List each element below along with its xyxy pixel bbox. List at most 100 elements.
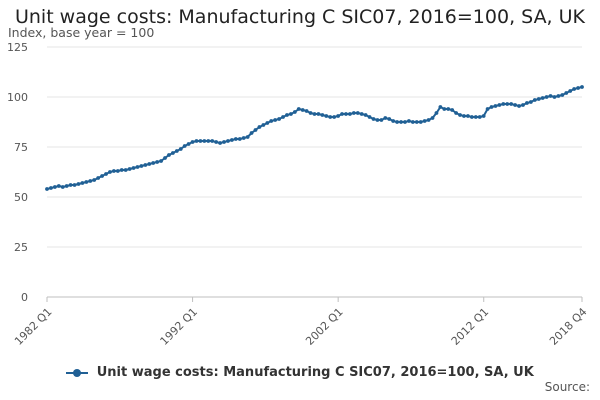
data-point xyxy=(88,179,93,183)
data-point xyxy=(505,102,510,106)
y-tick-label-50: 50 xyxy=(14,191,28,204)
data-point xyxy=(135,165,140,169)
legend: Unit wage costs: Manufacturing C SIC07, … xyxy=(0,365,600,380)
legend-dot xyxy=(73,368,82,377)
legend-swatch xyxy=(66,368,89,378)
data-point xyxy=(466,114,470,118)
grid-lines xyxy=(47,46,582,298)
data-point xyxy=(560,93,565,97)
data-point xyxy=(367,115,372,119)
data-point xyxy=(229,138,234,142)
data-point xyxy=(245,135,250,139)
data-point xyxy=(383,116,388,120)
data-point xyxy=(407,119,411,123)
data-point xyxy=(182,144,187,148)
data-point xyxy=(72,183,77,187)
data-point xyxy=(525,101,529,105)
data-point xyxy=(296,107,301,111)
data-point xyxy=(497,103,502,107)
data-point xyxy=(438,105,443,109)
data-point xyxy=(285,113,289,117)
data-point xyxy=(532,98,537,102)
data-point xyxy=(194,139,199,143)
data-point xyxy=(190,140,195,144)
data-point xyxy=(155,160,160,164)
data-point xyxy=(304,109,309,113)
data-point xyxy=(115,169,120,173)
x-tick-label-1982-Q1: 1982 Q1 xyxy=(12,305,55,348)
data-point xyxy=(257,125,262,129)
data-point xyxy=(104,172,108,176)
data-point xyxy=(300,108,305,112)
data-point xyxy=(92,178,97,182)
data-point xyxy=(68,183,73,187)
data-point xyxy=(222,140,226,144)
data-point xyxy=(241,136,246,140)
data-point xyxy=(572,87,577,91)
data-point xyxy=(430,116,435,120)
data-point xyxy=(147,162,152,166)
data-point xyxy=(442,107,447,111)
data-point xyxy=(159,159,163,163)
data-point xyxy=(111,169,116,173)
data-point xyxy=(348,112,352,116)
data-point xyxy=(469,115,474,119)
data-point xyxy=(517,104,521,108)
data-point xyxy=(568,89,573,93)
chart-subtitle: Index, base year = 100 xyxy=(8,25,155,40)
data-point xyxy=(328,115,333,119)
data-point xyxy=(56,184,61,188)
data-point xyxy=(399,120,403,124)
data-point xyxy=(580,85,584,89)
data-point xyxy=(123,168,128,172)
data-point xyxy=(576,86,580,90)
data-point xyxy=(84,180,89,184)
data-point xyxy=(536,97,541,101)
x-tick-label-2018-Q4: 2018 Q4 xyxy=(547,305,590,348)
data-point xyxy=(139,164,144,168)
data-point xyxy=(418,120,423,124)
x-tick-label-1992-Q1: 1992 Q1 xyxy=(158,305,201,348)
data-point xyxy=(143,163,148,167)
data-point xyxy=(60,185,65,189)
series xyxy=(45,85,584,191)
data-point xyxy=(198,139,203,143)
data-point xyxy=(253,128,258,132)
data-point xyxy=(363,113,368,117)
data-point xyxy=(45,187,49,191)
data-point xyxy=(410,120,415,124)
data-point xyxy=(540,96,545,100)
x-tick-label-2002-Q1: 2002 Q1 xyxy=(303,305,346,348)
data-point xyxy=(521,103,525,107)
data-point xyxy=(477,115,482,119)
y-tick-label-125: 125 xyxy=(7,41,28,54)
data-point xyxy=(127,167,132,171)
data-point xyxy=(473,115,478,119)
data-point xyxy=(481,114,486,118)
y-tick-label-75: 75 xyxy=(14,141,28,154)
data-point xyxy=(167,153,171,157)
data-point xyxy=(214,140,219,144)
data-point xyxy=(446,107,451,111)
y-tick-label-100: 100 xyxy=(7,91,28,104)
data-point xyxy=(119,168,124,172)
data-point xyxy=(151,161,156,165)
data-point xyxy=(277,117,281,121)
data-point xyxy=(237,137,242,141)
data-point xyxy=(96,176,101,180)
data-point xyxy=(202,139,207,143)
data-point xyxy=(458,113,462,117)
y-tick-label-0: 0 xyxy=(21,291,28,304)
data-point xyxy=(308,111,313,115)
data-point xyxy=(163,156,167,160)
data-point xyxy=(178,147,183,151)
data-point xyxy=(320,113,325,117)
data-point xyxy=(395,120,400,124)
data-point xyxy=(375,118,380,122)
data-point xyxy=(316,112,321,116)
data-point xyxy=(426,118,431,122)
data-point xyxy=(52,185,57,189)
data-point xyxy=(174,149,179,153)
data-point xyxy=(64,184,69,188)
